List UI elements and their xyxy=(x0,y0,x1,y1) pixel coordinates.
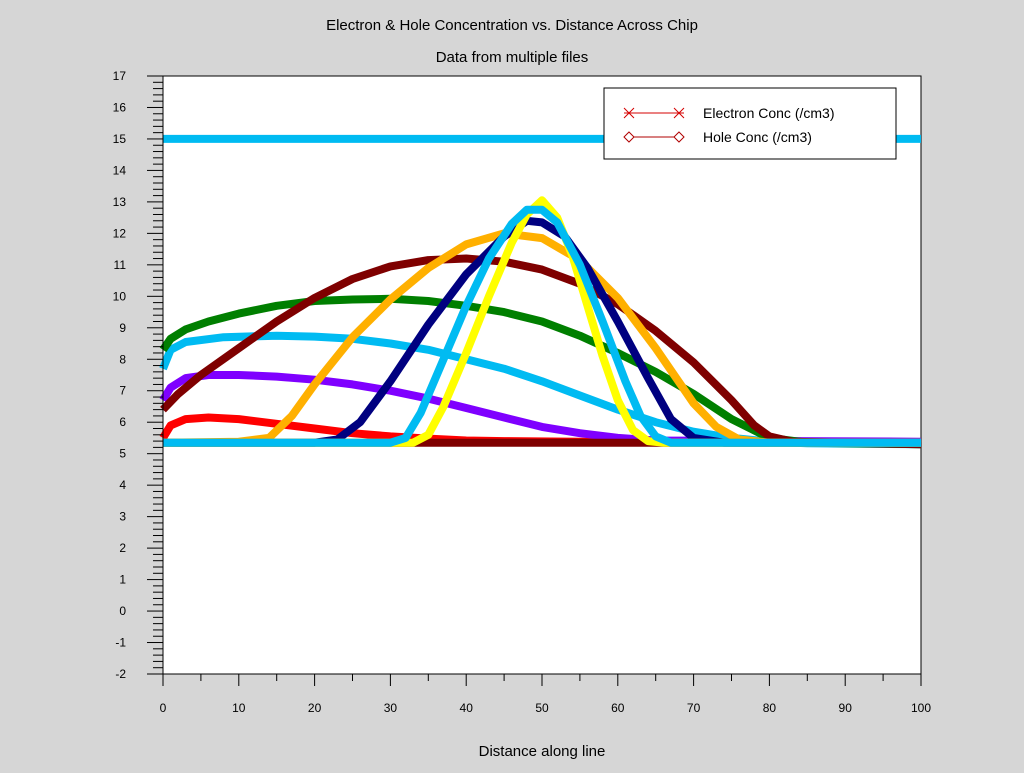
y-tick-label: 7 xyxy=(119,384,126,398)
y-tick-label: 9 xyxy=(119,321,126,335)
x-tick-label: 30 xyxy=(384,701,398,715)
x-tick-label: 80 xyxy=(763,701,777,715)
y-tick-label: 10 xyxy=(113,289,127,303)
legend-box xyxy=(603,87,897,160)
chart-title: Electron & Hole Concentration vs. Distan… xyxy=(326,17,698,34)
y-tick-label: 2 xyxy=(119,541,126,555)
y-tick-label: -2 xyxy=(115,667,126,681)
legend-label: Electron Conc (/cm3) xyxy=(703,105,834,121)
x-tick-label: 10 xyxy=(232,701,246,715)
x-axis-label: Distance along line xyxy=(479,743,606,760)
legend-marker-x xyxy=(673,107,685,119)
legend-label: Hole Conc (/cm3) xyxy=(703,129,812,145)
x-tick-label: 60 xyxy=(611,701,625,715)
y-tick-label: 6 xyxy=(119,415,126,429)
x-tick-label: 90 xyxy=(839,701,853,715)
legend-marker-x xyxy=(623,107,635,119)
series-line-4 xyxy=(159,331,922,449)
legend-entries: Electron Conc (/cm3) Hole Conc (/cm3) xyxy=(623,105,834,145)
series-line-9 xyxy=(163,216,921,447)
y-tick-label: 12 xyxy=(113,226,127,240)
y-tick-label: -1 xyxy=(115,636,126,650)
y-tick-label: 17 xyxy=(113,69,127,83)
y-tick-label: 15 xyxy=(113,132,127,146)
y-tick-label: 14 xyxy=(113,163,127,177)
y-tick-label: 0 xyxy=(119,604,126,618)
legend: Electron Conc (/cm3) Hole Conc (/cm3) xyxy=(603,87,897,160)
x-tick-label: 20 xyxy=(308,701,322,715)
y-tick-label: 5 xyxy=(119,447,126,461)
x-tick-label: 50 xyxy=(535,701,549,715)
chart-subtitle: Data from multiple files xyxy=(436,49,589,66)
y-tick-label: 8 xyxy=(119,352,126,366)
y-tick-label: 4 xyxy=(119,478,126,492)
x-tick-label: 70 xyxy=(687,701,701,715)
y-tick-label: 16 xyxy=(113,100,127,114)
legend-marker-diamond xyxy=(673,131,685,143)
y-tick-label: 11 xyxy=(114,258,127,272)
x-tick-label: 40 xyxy=(460,701,474,715)
legend-marker-diamond xyxy=(623,131,635,143)
series-line-10 xyxy=(163,196,921,447)
x-tick-label: 0 xyxy=(160,701,167,715)
y-tick-label: 1 xyxy=(119,573,126,587)
x-tick-label: 100 xyxy=(911,701,931,715)
series-line-11 xyxy=(163,205,921,447)
y-tick-label: 3 xyxy=(119,510,126,524)
y-tick-label: 13 xyxy=(113,195,127,209)
